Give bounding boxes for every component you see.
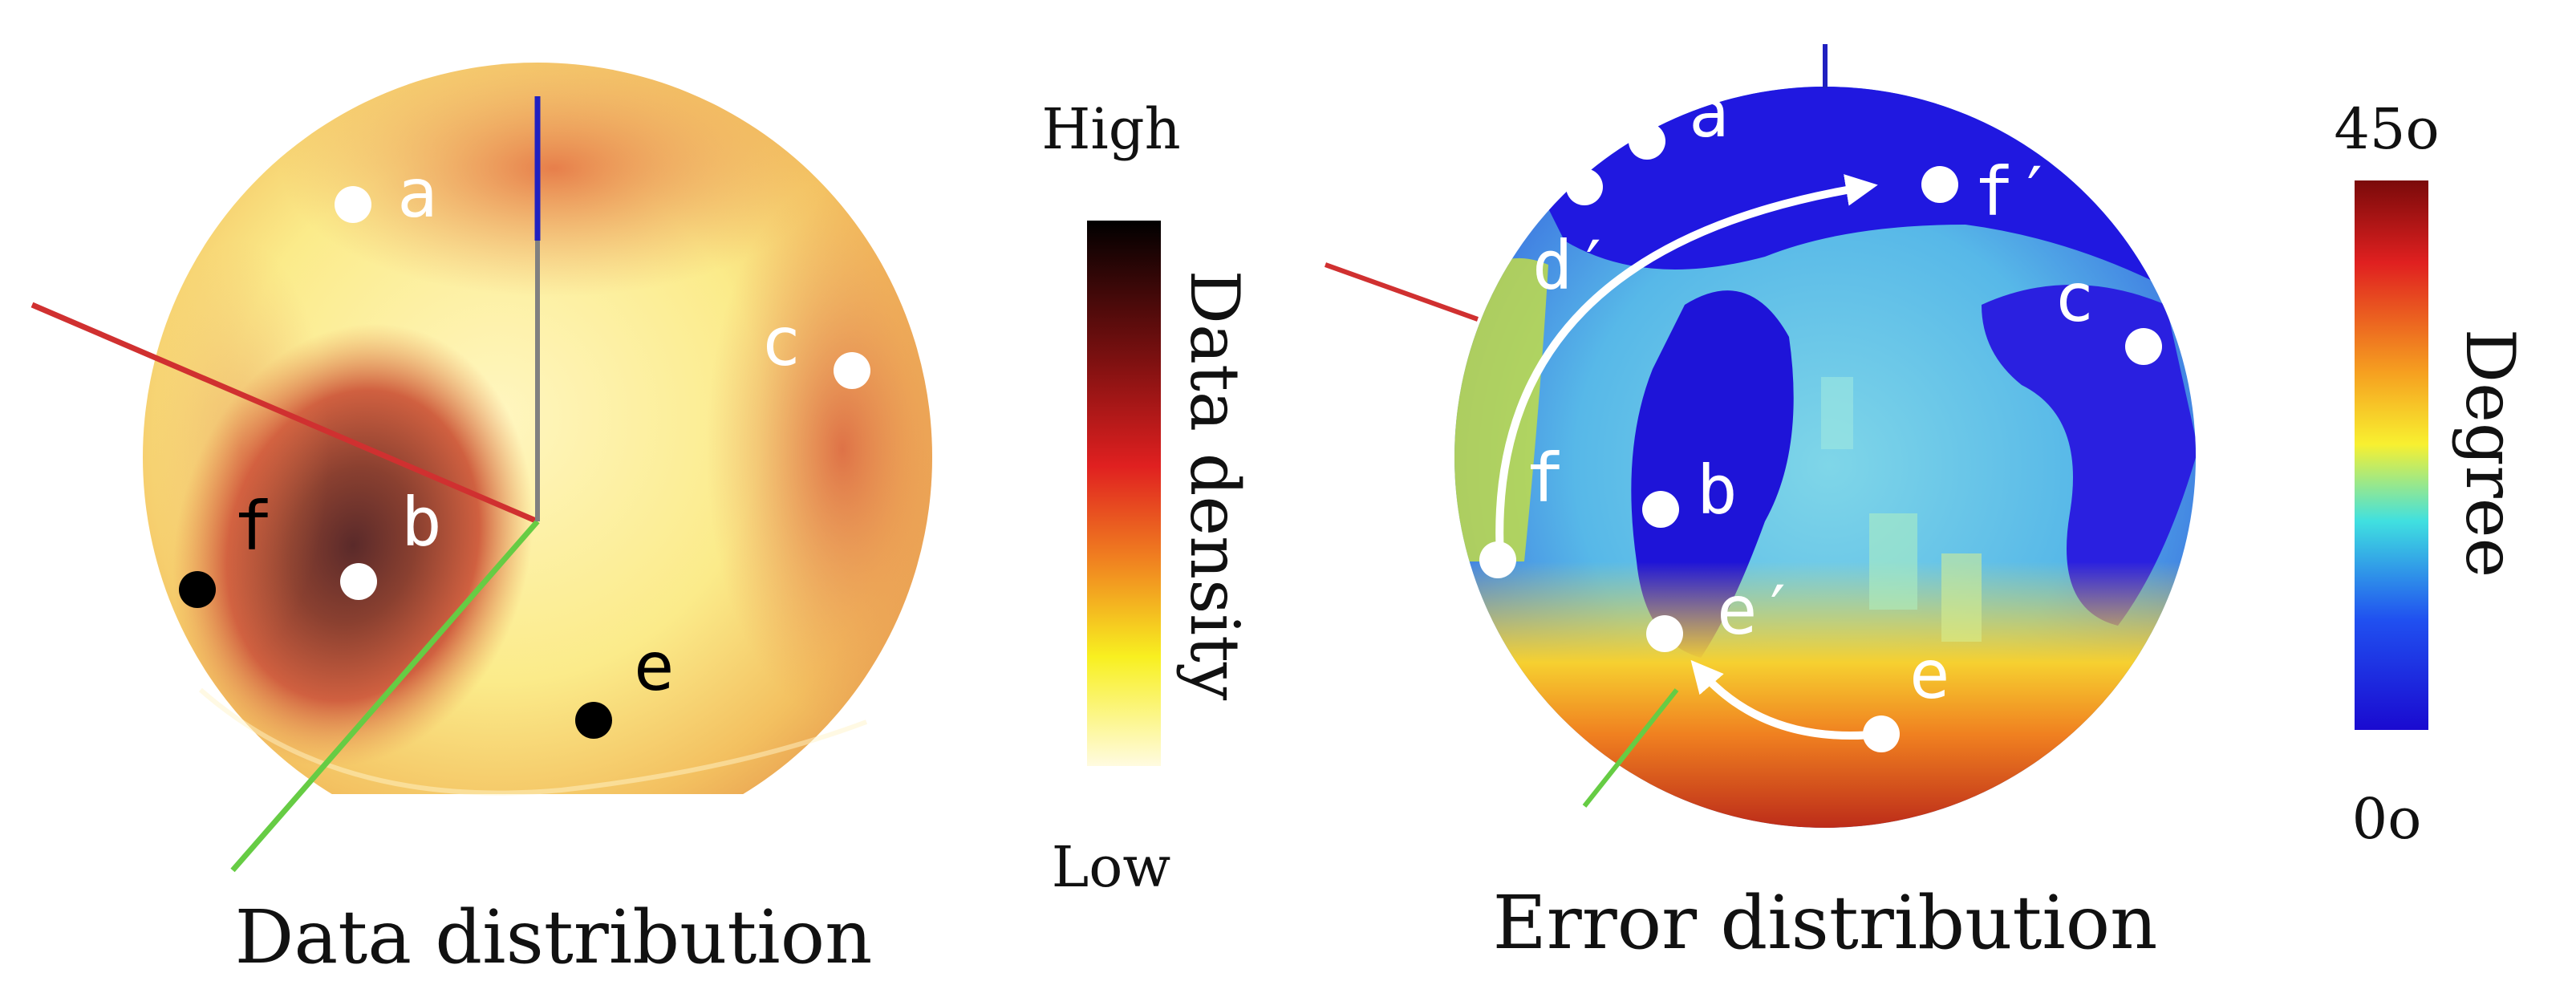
point-c: c [761,302,870,389]
point-a-right-label: a [1689,74,1730,152]
point-d-prime: d′ [1532,226,1613,305]
point-f: f [179,487,274,608]
colorbar-low-label: Low [1052,834,1171,900]
point-f-right-label: f [1524,439,1565,517]
point-c-right: c [2054,258,2162,365]
point-b-right-label: b [1697,451,1738,529]
y-axis-line [1582,688,1679,808]
point-f-label: f [233,487,274,565]
point-c-right-label: c [2054,258,2095,337]
y-axis-line [230,519,540,873]
point-c-label: c [761,302,801,381]
point-b-right: b [1642,451,1738,529]
right-caption: Error distribution [1493,880,2158,966]
colorbar-title: Data density [1175,270,1254,701]
point-d-prime-label: d′ [1532,226,1613,305]
point-e-prime-label: e′ [1717,571,1798,650]
point-e-right-label: e [1909,635,1950,714]
error-colorbar-gradient [2355,180,2428,730]
point-a-right: a [1566,74,1730,205]
density-colorbar-gradient [1087,221,1161,766]
point-f-prime-label: f′ [1974,152,2055,231]
point-b: b [340,483,442,600]
point-f-right: f [1479,439,1565,578]
point-a: a [335,154,438,233]
colorbar-high-label: High [1041,96,1180,162]
point-f-prime: f′ [1921,152,2055,231]
point-e-label: e [634,627,675,706]
colorbar-min-label: 0o [2352,786,2422,852]
density-colorbar: High Low Data density [1041,96,1254,900]
colorbar-max-label: 45o [2334,96,2439,162]
error-colorbar: 45o 0o Degree [2334,96,2529,852]
colorbar-degree-title: Degree [2451,329,2529,578]
arrow-f-to-f-prime [1495,174,1878,558]
point-b-label: b [401,483,442,561]
x-axis-line [1324,262,1479,322]
density-sphere [136,63,939,890]
x-axis-line [30,302,539,525]
arrow-e-to-e-prime [1690,659,1882,740]
right-panel: a b c d′ e e′ f f′ Error distributio [1324,44,2529,966]
point-e-prime: e′ [1646,571,1798,652]
left-caption: Data distribution [235,894,873,980]
point-e: e [575,627,675,739]
point-a-label: a [397,154,438,233]
left-panel: a b c e f Data distribution High Low Dat… [30,63,1254,980]
point-e-right: e [1863,635,1950,752]
